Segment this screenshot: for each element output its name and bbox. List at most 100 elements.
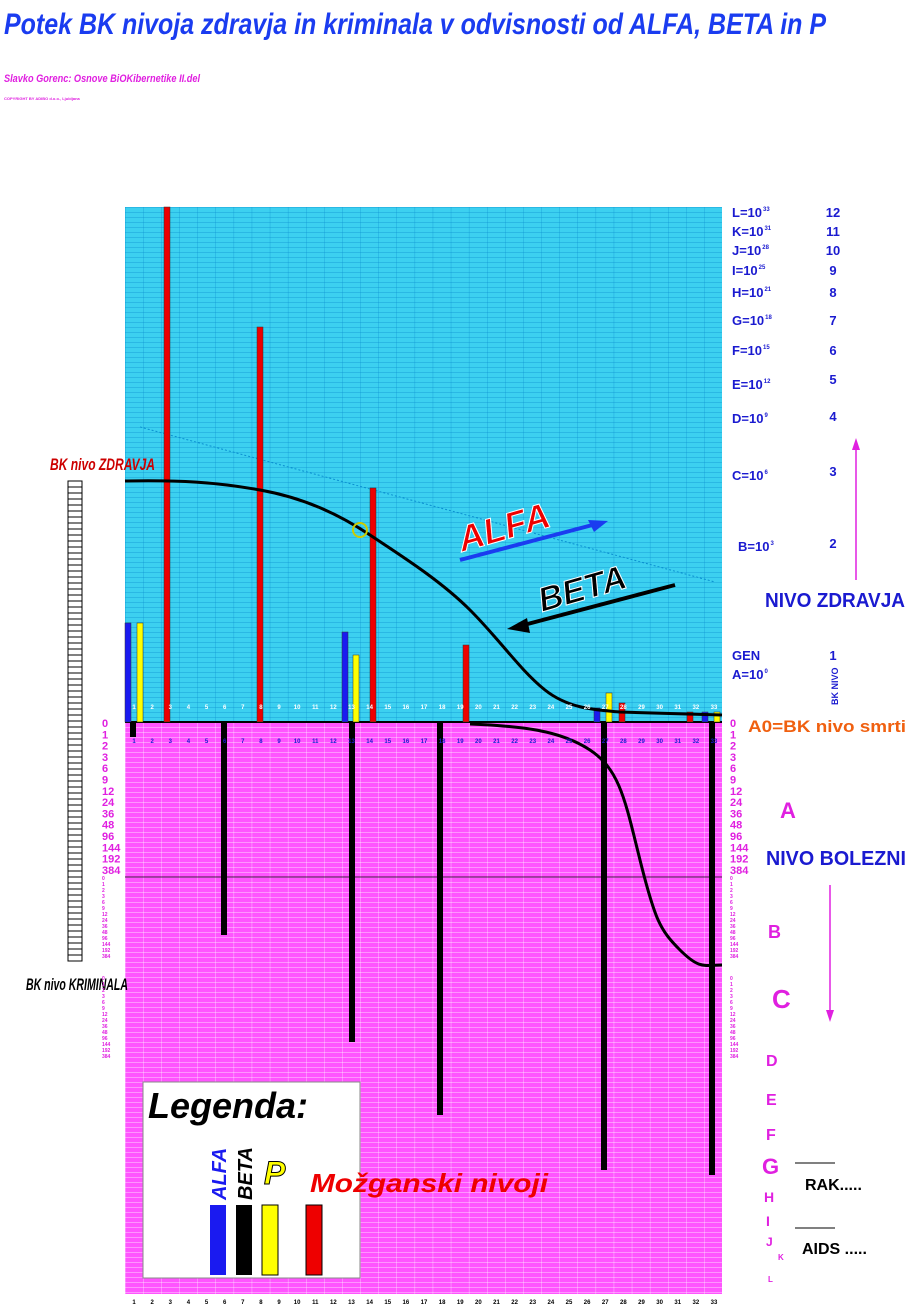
lower-scale-small: 9 — [730, 906, 733, 912]
brain-bar — [605, 692, 613, 723]
lower-scale-label: 144 — [730, 842, 749, 854]
lower-scale-small: 36 — [730, 924, 736, 930]
column-number: 5 — [205, 705, 209, 711]
crime-bar — [349, 722, 355, 1042]
column-number: 32 — [693, 739, 700, 745]
brain-bar — [124, 622, 132, 723]
column-number: 14 — [366, 1300, 373, 1306]
lower-scale-label: 48 — [730, 820, 742, 832]
scale-label: E=10 — [732, 377, 763, 392]
lower-scale-label: 192 — [102, 854, 120, 866]
brain-bar — [256, 326, 264, 723]
brain-bar — [713, 711, 721, 723]
beta-arrow — [519, 583, 676, 628]
marker — [352, 522, 368, 538]
lower-scale-small: 9 — [730, 1006, 733, 1012]
column-number: 19 — [457, 1300, 464, 1306]
lower-scale-label: 384 — [730, 865, 749, 877]
lower-scale-small: 48 — [102, 930, 108, 936]
column-number: 3 — [169, 739, 173, 745]
legend-beta: BETA — [235, 1147, 257, 1200]
lower-scale-small: 384 — [102, 954, 111, 960]
lower-scale-small: 2 — [102, 988, 105, 994]
lower-scale-small: 36 — [730, 1024, 736, 1030]
column-number: 31 — [674, 1300, 681, 1306]
column-number: 29 — [638, 739, 645, 745]
lower-scale-small: 1 — [102, 982, 105, 988]
column-number: 13 — [348, 739, 355, 745]
column-number: 7 — [241, 1300, 245, 1306]
scale-label: C=10 — [732, 468, 763, 483]
lower-scale-small: 0 — [730, 976, 733, 982]
lower-scale-small: 24 — [102, 918, 108, 924]
column-number: 33 — [711, 705, 718, 711]
disease-level: A — [780, 798, 796, 823]
column-number: 20 — [475, 705, 482, 711]
crime-bar — [601, 722, 607, 1170]
lower-scale-small: 36 — [102, 1024, 108, 1030]
lower-scale-small: 6 — [102, 1000, 105, 1006]
scale-level: 2 — [829, 536, 836, 551]
column-number: 4 — [187, 739, 191, 745]
brain-bar — [369, 487, 377, 723]
column-number: 11 — [312, 739, 319, 745]
lower-scale-label: 9 — [102, 775, 108, 787]
scale-label: H=10 — [732, 285, 763, 300]
lower-scale-small: 144 — [102, 942, 111, 948]
lower-scale-label: 6 — [730, 763, 736, 775]
lower-scale-small: 192 — [730, 948, 739, 954]
scale-label: GEN — [732, 648, 760, 663]
lower-scale-label: 0 — [102, 718, 108, 730]
column-number: 14 — [366, 739, 373, 745]
upper-grid — [125, 207, 722, 722]
column-number: 28 — [620, 705, 627, 711]
column-number: 19 — [457, 739, 464, 745]
scale-exponent: 25 — [759, 265, 766, 271]
lower-scale-small: 3 — [102, 994, 105, 1000]
lower-scale-label: 6 — [102, 763, 108, 775]
brain-bar — [593, 707, 601, 723]
column-number: 10 — [294, 705, 301, 711]
column-number: 20 — [475, 1300, 482, 1306]
column-number: 13 — [348, 1300, 355, 1306]
lower-scale-label: 2 — [102, 741, 108, 753]
alfa-arrow — [459, 521, 601, 562]
lower-scale-small: 12 — [102, 912, 108, 918]
scale-exponent: 33 — [763, 207, 770, 213]
brain-bar — [686, 711, 694, 723]
scale-label: L=10 — [732, 205, 762, 220]
lower-scale-small: 24 — [730, 918, 736, 924]
disease-level: H — [764, 1189, 774, 1205]
legend-title: Legenda: — [148, 1085, 308, 1126]
lower-scale-small: 192 — [730, 1048, 739, 1054]
left-crime: BK nivo KRIMINALA — [26, 975, 128, 994]
disease-level: E — [766, 1092, 777, 1109]
disease-level: D — [766, 1053, 778, 1070]
column-number: 33 — [711, 739, 718, 745]
lower-scale-label: 2 — [730, 741, 736, 753]
lower-scale-label: 96 — [730, 831, 742, 843]
legend-swatch — [305, 1204, 323, 1276]
lower-scale-small: 96 — [102, 1036, 108, 1042]
legend-brain: Možganski nivoji — [310, 1168, 549, 1198]
disease-level: J — [766, 1235, 773, 1249]
column-number: 6 — [223, 705, 227, 711]
lower-scale-small: 2 — [102, 888, 105, 894]
scale-level: 12 — [826, 205, 840, 220]
column-number: 1 — [132, 1300, 136, 1306]
lower-scale-label: 1 — [730, 729, 736, 741]
scale-label: F=10 — [732, 343, 762, 358]
column-number: 3 — [169, 1300, 173, 1306]
scale-level: 1 — [829, 648, 836, 663]
column-number: 22 — [511, 1300, 518, 1306]
column-number: 25 — [566, 1300, 573, 1306]
down-arrowhead — [826, 1010, 834, 1022]
disease-level: I — [766, 1213, 770, 1229]
lower-scale-label: 3 — [730, 752, 736, 764]
subtitle: Slavko Gorenc: Osnove BiOKibernetike II.… — [4, 73, 201, 85]
column-number: 16 — [403, 1300, 410, 1306]
aids-label: AIDS ..... — [802, 1241, 867, 1258]
beta-arrowhead — [507, 618, 530, 633]
brain-bar — [701, 711, 709, 723]
